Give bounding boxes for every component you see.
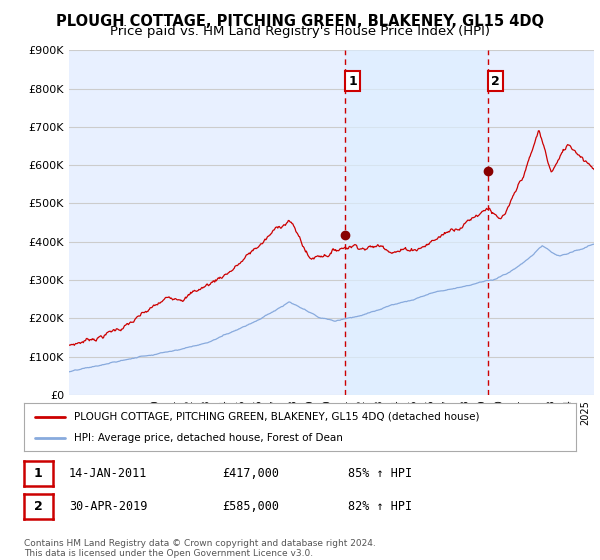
- Text: 85% ↑ HPI: 85% ↑ HPI: [348, 466, 412, 480]
- Text: £417,000: £417,000: [222, 466, 279, 480]
- Text: 82% ↑ HPI: 82% ↑ HPI: [348, 500, 412, 514]
- Text: Contains HM Land Registry data © Crown copyright and database right 2024.
This d: Contains HM Land Registry data © Crown c…: [24, 539, 376, 558]
- Text: 2: 2: [491, 74, 500, 87]
- Text: £585,000: £585,000: [222, 500, 279, 514]
- Text: 30-APR-2019: 30-APR-2019: [69, 500, 148, 514]
- Text: PLOUGH COTTAGE, PITCHING GREEN, BLAKENEY, GL15 4DQ: PLOUGH COTTAGE, PITCHING GREEN, BLAKENEY…: [56, 14, 544, 29]
- Text: 14-JAN-2011: 14-JAN-2011: [69, 466, 148, 480]
- Bar: [345, 50, 488, 395]
- Text: PLOUGH COTTAGE, PITCHING GREEN, BLAKENEY, GL15 4DQ (detached house): PLOUGH COTTAGE, PITCHING GREEN, BLAKENEY…: [74, 412, 479, 422]
- Text: HPI: Average price, detached house, Forest of Dean: HPI: Average price, detached house, Fore…: [74, 433, 343, 444]
- Text: 1: 1: [34, 466, 43, 480]
- Text: 1: 1: [349, 74, 357, 87]
- Text: Price paid vs. HM Land Registry's House Price Index (HPI): Price paid vs. HM Land Registry's House …: [110, 25, 490, 38]
- Text: 2: 2: [34, 500, 43, 514]
